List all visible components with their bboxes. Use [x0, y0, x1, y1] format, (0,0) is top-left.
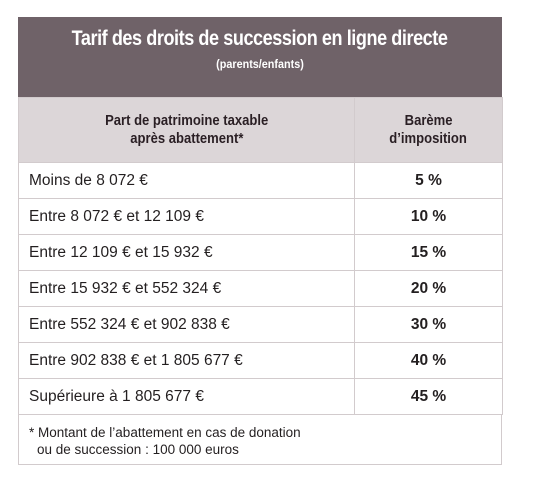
column-header-tax-rate-line1: Barème — [404, 113, 453, 129]
rate-cell: 10 % — [354, 198, 503, 235]
range-cell: Supérieure à 1 805 677 € — [18, 378, 355, 415]
header-row: Part de patrimoine taxable après abattem… — [18, 97, 503, 163]
footnote: * Montant de l’abattement en cas de dona… — [18, 415, 502, 465]
rate-cell: 45 % — [354, 378, 503, 415]
rate-cell: 15 % — [354, 234, 503, 271]
column-header-taxable-share-line2: après abattement* — [129, 131, 244, 147]
column-header-taxable-share-line1: Part de patrimoine taxable — [104, 113, 269, 129]
table-row: Entre 552 324 € et 902 838 € 30 % — [18, 306, 503, 343]
table-row: Moins de 8 072 € 5 % — [18, 162, 503, 199]
range-cell: Entre 8 072 € et 12 109 € — [18, 198, 355, 235]
footnote-line2: ou de succession : 100 000 euros — [37, 442, 239, 457]
column-header-tax-rate-line2: d’imposition — [389, 131, 468, 147]
title-bar: Tarif des droits de succession en ligne … — [18, 17, 502, 97]
range-cell: Entre 12 109 € et 15 932 € — [18, 234, 355, 271]
footnote-line1: * Montant de l’abattement en cas de dona… — [29, 425, 301, 440]
rate-cell: 20 % — [354, 270, 503, 307]
column-header-tax-rate: Barème d’imposition — [354, 97, 503, 163]
table-title: Tarif des droits de succession en ligne … — [72, 27, 448, 50]
range-cell: Entre 552 324 € et 902 838 € — [18, 306, 355, 343]
range-cell: Entre 902 838 € et 1 805 677 € — [18, 342, 355, 379]
rate-cell: 30 % — [354, 306, 503, 343]
rate-cell: 40 % — [354, 342, 503, 379]
range-cell: Moins de 8 072 € — [18, 162, 355, 199]
rate-cell: 5 % — [354, 162, 503, 199]
table-row: Entre 8 072 € et 12 109 € 10 % — [18, 198, 503, 235]
table-subtitle: (parents/enfants) — [216, 57, 304, 71]
table-row: Entre 902 838 € et 1 805 677 € 40 % — [18, 342, 503, 379]
tax-rate-table: Part de patrimoine taxable après abattem… — [18, 97, 503, 415]
range-cell: Entre 15 932 € et 552 324 € — [18, 270, 355, 307]
table-row: Supérieure à 1 805 677 € 45 % — [18, 378, 503, 415]
table-row: Entre 12 109 € et 15 932 € 15 % — [18, 234, 503, 271]
column-header-taxable-share: Part de patrimoine taxable après abattem… — [18, 97, 355, 163]
table-row: Entre 15 932 € et 552 324 € 20 % — [18, 270, 503, 307]
tax-table-card: Tarif des droits de succession en ligne … — [18, 17, 503, 465]
